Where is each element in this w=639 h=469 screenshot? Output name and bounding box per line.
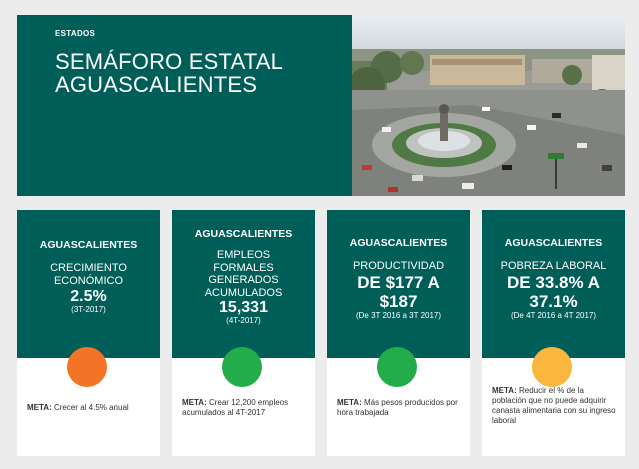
goal-text: Más pesos producidos por hora trabajada: [337, 398, 458, 417]
status-dot-green: [222, 347, 262, 387]
indicator-card-4: AGUASCALIENTES POBREZA LABORAL DE 33.8% …: [482, 210, 625, 456]
page-title-line-2: AGUASCALIENTES: [55, 72, 258, 97]
card-indicator: POBREZA LABORAL: [500, 260, 607, 272]
card-goal: META: Crecer al 4.5% anual: [27, 403, 153, 413]
card-period: (De 3T 2016 a 3T 2017): [355, 310, 442, 320]
card-header: AGUASCALIENTES PRODUCTIVIDAD DE $177 A $…: [327, 210, 470, 358]
goal-text: Crear 12,200 empleos acumulados al 4T-20…: [182, 398, 289, 417]
card-indicator: PRODUCTIVIDAD: [352, 260, 445, 272]
card-header: AGUASCALIENTES EMPLEOS FORMALES GENERADO…: [172, 210, 315, 358]
card-period: (4T-2017): [226, 316, 261, 325]
card-state: AGUASCALIENTES: [504, 237, 603, 249]
page-title-line-1: SEMÁFORO ESTATAL: [55, 49, 284, 74]
header-text: ESTADOS SEMÁFORO ESTATAL AGUASCALIENTES: [55, 29, 283, 96]
card-state: AGUASCALIENTES: [39, 239, 138, 251]
card-value: DE $177 A $187: [357, 272, 440, 311]
status-dot-green: [377, 347, 417, 387]
card-state: AGUASCALIENTES: [349, 237, 448, 249]
goal-text: Reducir el % de la población que no pued…: [492, 386, 616, 425]
card-state: AGUASCALIENTES: [194, 228, 293, 240]
status-dot-yellow: [532, 347, 572, 387]
goal-label: META:: [337, 398, 362, 407]
card-indicator: CRECIMIENTO ECONÓMICO: [50, 262, 127, 287]
card-header: AGUASCALIENTES POBREZA LABORAL DE 33.8% …: [482, 210, 625, 358]
goal-label: META:: [492, 386, 517, 395]
goal-label: META:: [182, 398, 207, 407]
header-banner: ESTADOS SEMÁFORO ESTATAL AGUASCALIENTES: [17, 15, 625, 196]
card-header: AGUASCALIENTES CRECIMIENTO ECONÓMICO 2.5…: [17, 210, 160, 358]
page-title: SEMÁFORO ESTATAL AGUASCALIENTES: [55, 50, 283, 96]
card-period: (3T-2017): [71, 305, 106, 314]
city-roundabout-photo: [352, 15, 625, 196]
card-goal: META: Reducir el % de la población que n…: [492, 386, 618, 426]
indicator-card-1: AGUASCALIENTES CRECIMIENTO ECONÓMICO 2.5…: [17, 210, 160, 456]
status-dot-orange: [67, 347, 107, 387]
goal-text: Crecer al 4.5% anual: [53, 403, 129, 412]
card-goal: META: Crear 12,200 empleos acumulados al…: [182, 398, 308, 418]
card-value: DE 33.8% A 37.1%: [507, 272, 600, 311]
card-value: 2.5%: [70, 288, 107, 305]
indicator-card-3: AGUASCALIENTES PRODUCTIVIDAD DE $177 A $…: [327, 210, 470, 456]
section-category[interactable]: ESTADOS: [55, 29, 96, 38]
card-period: (De 4T 2016 a 4T 2017): [510, 310, 597, 320]
card-indicator: EMPLEOS FORMALES GENERADOS ACUMULADOS: [204, 249, 283, 299]
card-value: 15,331: [219, 299, 268, 316]
indicator-card-2: AGUASCALIENTES EMPLEOS FORMALES GENERADO…: [172, 210, 315, 456]
goal-label: META:: [27, 403, 52, 412]
card-goal: META: Más pesos producidos por hora trab…: [337, 398, 463, 418]
